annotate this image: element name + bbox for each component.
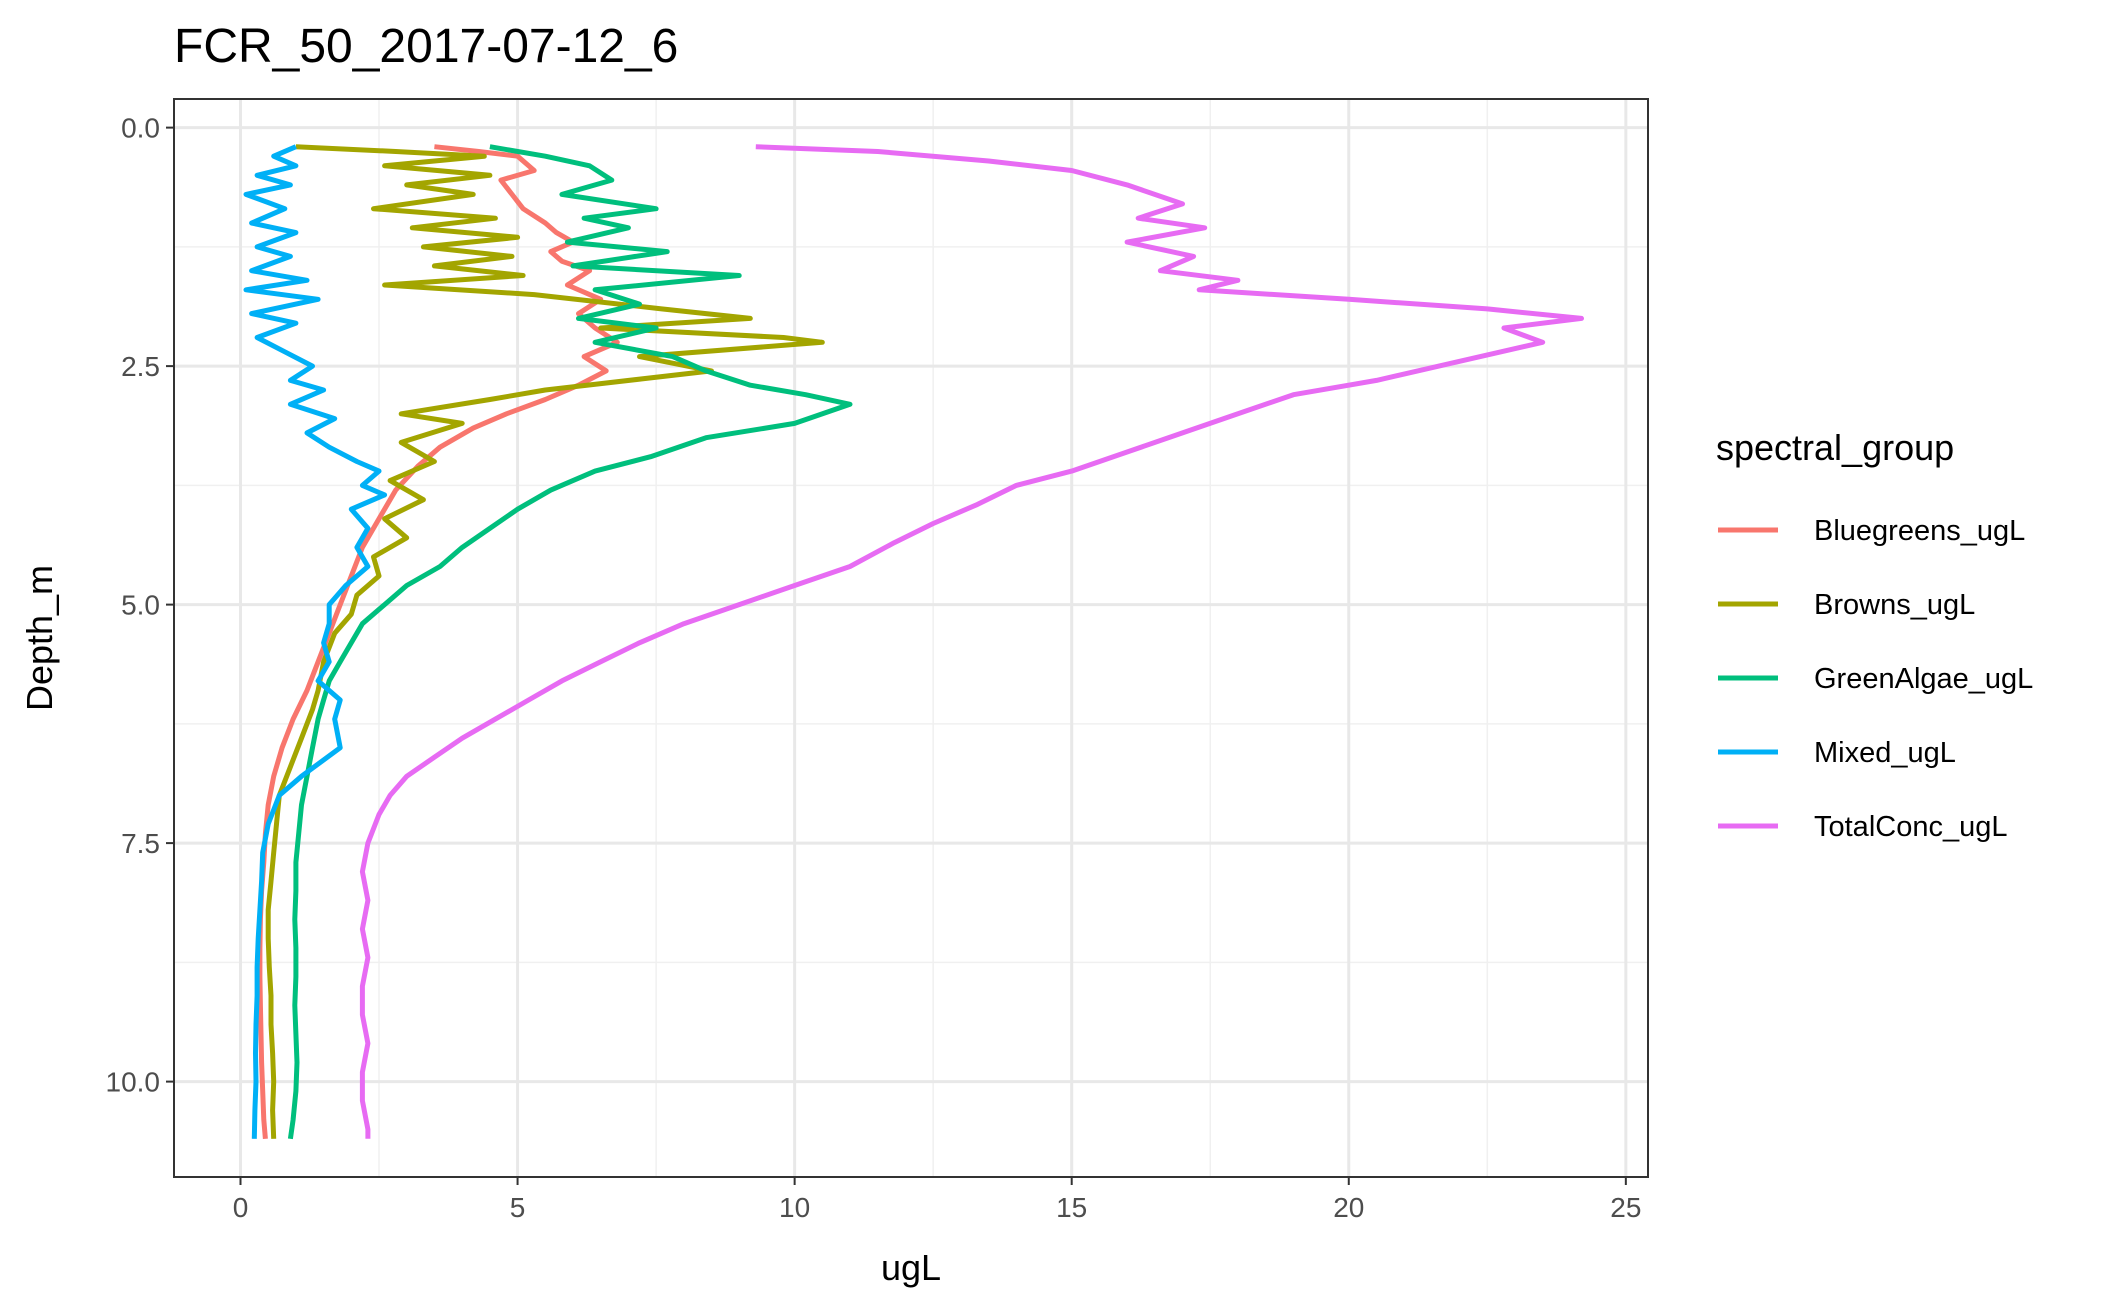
legend-label-greenalgae-ugl: GreenAlgae_ugL — [1814, 663, 2033, 695]
x-axis: 0 5 10 15 20 25 — [233, 1177, 1641, 1223]
y-tick-label: 7.5 — [121, 828, 160, 859]
grid-major — [174, 99, 1648, 1177]
series-line-mixed-ugl — [243, 144, 388, 1139]
series-line-greenalgae-ugl — [287, 144, 853, 1140]
x-tick-label: 25 — [1610, 1192, 1641, 1223]
legend-items: Bluegreens_ugL Browns_ugL GreenAlgae_ugL Mi… — [1718, 515, 2033, 843]
series-lines — [243, 144, 1584, 1140]
x-tick-label: 0 — [233, 1192, 249, 1223]
legend-label-browns-ugl: Browns_ugL — [1814, 589, 1975, 621]
y-tick-label: 0.0 — [121, 113, 160, 144]
series-line-browns-ugl — [265, 144, 825, 1139]
x-tick-label: 5 — [510, 1192, 526, 1223]
x-tick-label: 10 — [779, 1192, 810, 1223]
series-line-totalconc-ugl — [359, 144, 1584, 1139]
y-axis: 0.0 2.5 5.0 7.5 10.0 — [106, 113, 174, 1098]
y-axis-title: Depth_m — [19, 565, 60, 711]
plot-panel-border — [173, 98, 1649, 1178]
y-tick-label: 2.5 — [121, 351, 160, 382]
legend-label-totalconc-ugl: TotalConc_ugL — [1814, 811, 2007, 843]
x-tick-label: 15 — [1056, 1192, 1087, 1223]
legend-title: spectral_group — [1716, 427, 1954, 468]
y-tick-label: 10.0 — [106, 1067, 161, 1098]
x-axis-title: ugL — [881, 1247, 941, 1288]
legend: spectral_group Bluegreens_ugL Browns_ugL G… — [1716, 427, 2033, 843]
x-tick-label: 20 — [1333, 1192, 1364, 1223]
legend-label-mixed-ugl: Mixed_ugL — [1814, 737, 1956, 769]
plot-panel — [174, 99, 1648, 1177]
legend-label-bluegreens-ugl: Bluegreens_ugL — [1814, 515, 2025, 547]
chart-title: FCR_50_2017-07-12_6 — [174, 20, 678, 73]
y-tick-label: 5.0 — [121, 590, 160, 621]
